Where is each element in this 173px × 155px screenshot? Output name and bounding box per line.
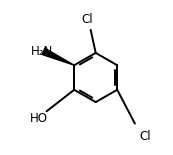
Text: Cl: Cl: [139, 130, 151, 143]
Text: HO: HO: [30, 113, 48, 126]
Polygon shape: [42, 48, 74, 65]
Text: Cl: Cl: [81, 13, 93, 26]
Text: H₂N: H₂N: [31, 45, 53, 58]
